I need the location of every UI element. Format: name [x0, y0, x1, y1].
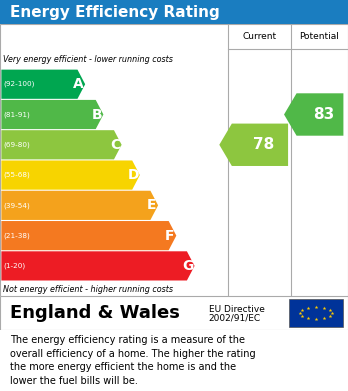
Polygon shape — [1, 221, 176, 250]
Text: (81-91): (81-91) — [3, 111, 30, 118]
Text: 78: 78 — [253, 137, 274, 152]
Text: (21-38): (21-38) — [3, 232, 30, 239]
Text: Not energy efficient - higher running costs: Not energy efficient - higher running co… — [3, 285, 174, 294]
Text: C: C — [110, 138, 120, 152]
Text: Energy Efficiency Rating: Energy Efficiency Rating — [10, 5, 220, 20]
Text: Potential: Potential — [299, 32, 339, 41]
Text: (1-20): (1-20) — [3, 263, 26, 269]
Polygon shape — [1, 251, 195, 280]
Text: F: F — [165, 229, 174, 243]
Text: G: G — [183, 259, 194, 273]
Text: D: D — [128, 168, 140, 182]
Text: 2002/91/EC: 2002/91/EC — [209, 314, 261, 323]
Polygon shape — [219, 124, 288, 166]
Text: (92-100): (92-100) — [3, 81, 35, 88]
Polygon shape — [284, 93, 343, 136]
Polygon shape — [1, 191, 158, 220]
Bar — [289, 300, 343, 327]
Text: EU Directive: EU Directive — [209, 305, 265, 314]
Polygon shape — [1, 70, 85, 99]
Text: England & Wales: England & Wales — [10, 304, 180, 322]
Polygon shape — [1, 160, 140, 190]
Text: A: A — [73, 77, 84, 91]
Text: Current: Current — [242, 32, 276, 41]
Text: The energy efficiency rating is a measure of the
overall efficiency of a home. T: The energy efficiency rating is a measur… — [10, 335, 256, 386]
Polygon shape — [1, 130, 122, 160]
Text: E: E — [146, 198, 156, 212]
Text: (69-80): (69-80) — [3, 142, 30, 148]
Text: (39-54): (39-54) — [3, 202, 30, 208]
Text: 83: 83 — [313, 107, 334, 122]
Text: Very energy efficient - lower running costs: Very energy efficient - lower running co… — [3, 56, 173, 65]
Text: B: B — [92, 108, 102, 122]
Polygon shape — [1, 100, 103, 129]
Text: (55-68): (55-68) — [3, 172, 30, 178]
